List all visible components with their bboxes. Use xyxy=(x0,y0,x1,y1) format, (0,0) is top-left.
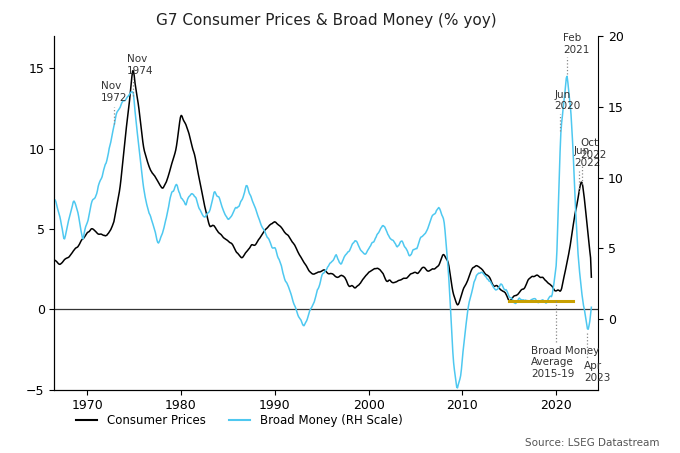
Text: Broad Money
Average
2015-19: Broad Money Average 2015-19 xyxy=(531,346,599,379)
Text: Jun
2022: Jun 2022 xyxy=(574,146,600,168)
Text: Nov
1974: Nov 1974 xyxy=(126,54,153,76)
Text: Jun
2020: Jun 2020 xyxy=(554,90,581,111)
Text: Source: LSEG Datastream: Source: LSEG Datastream xyxy=(525,439,660,448)
Text: Nov
1972: Nov 1972 xyxy=(101,81,128,103)
Title: G7 Consumer Prices & Broad Money (% yoy): G7 Consumer Prices & Broad Money (% yoy) xyxy=(156,13,496,28)
Text: Apr
2023: Apr 2023 xyxy=(584,361,611,383)
Text: Oct
2022: Oct 2022 xyxy=(581,138,607,160)
Legend: Consumer Prices, Broad Money (RH Scale): Consumer Prices, Broad Money (RH Scale) xyxy=(71,409,407,431)
Text: Feb
2021: Feb 2021 xyxy=(563,33,589,55)
